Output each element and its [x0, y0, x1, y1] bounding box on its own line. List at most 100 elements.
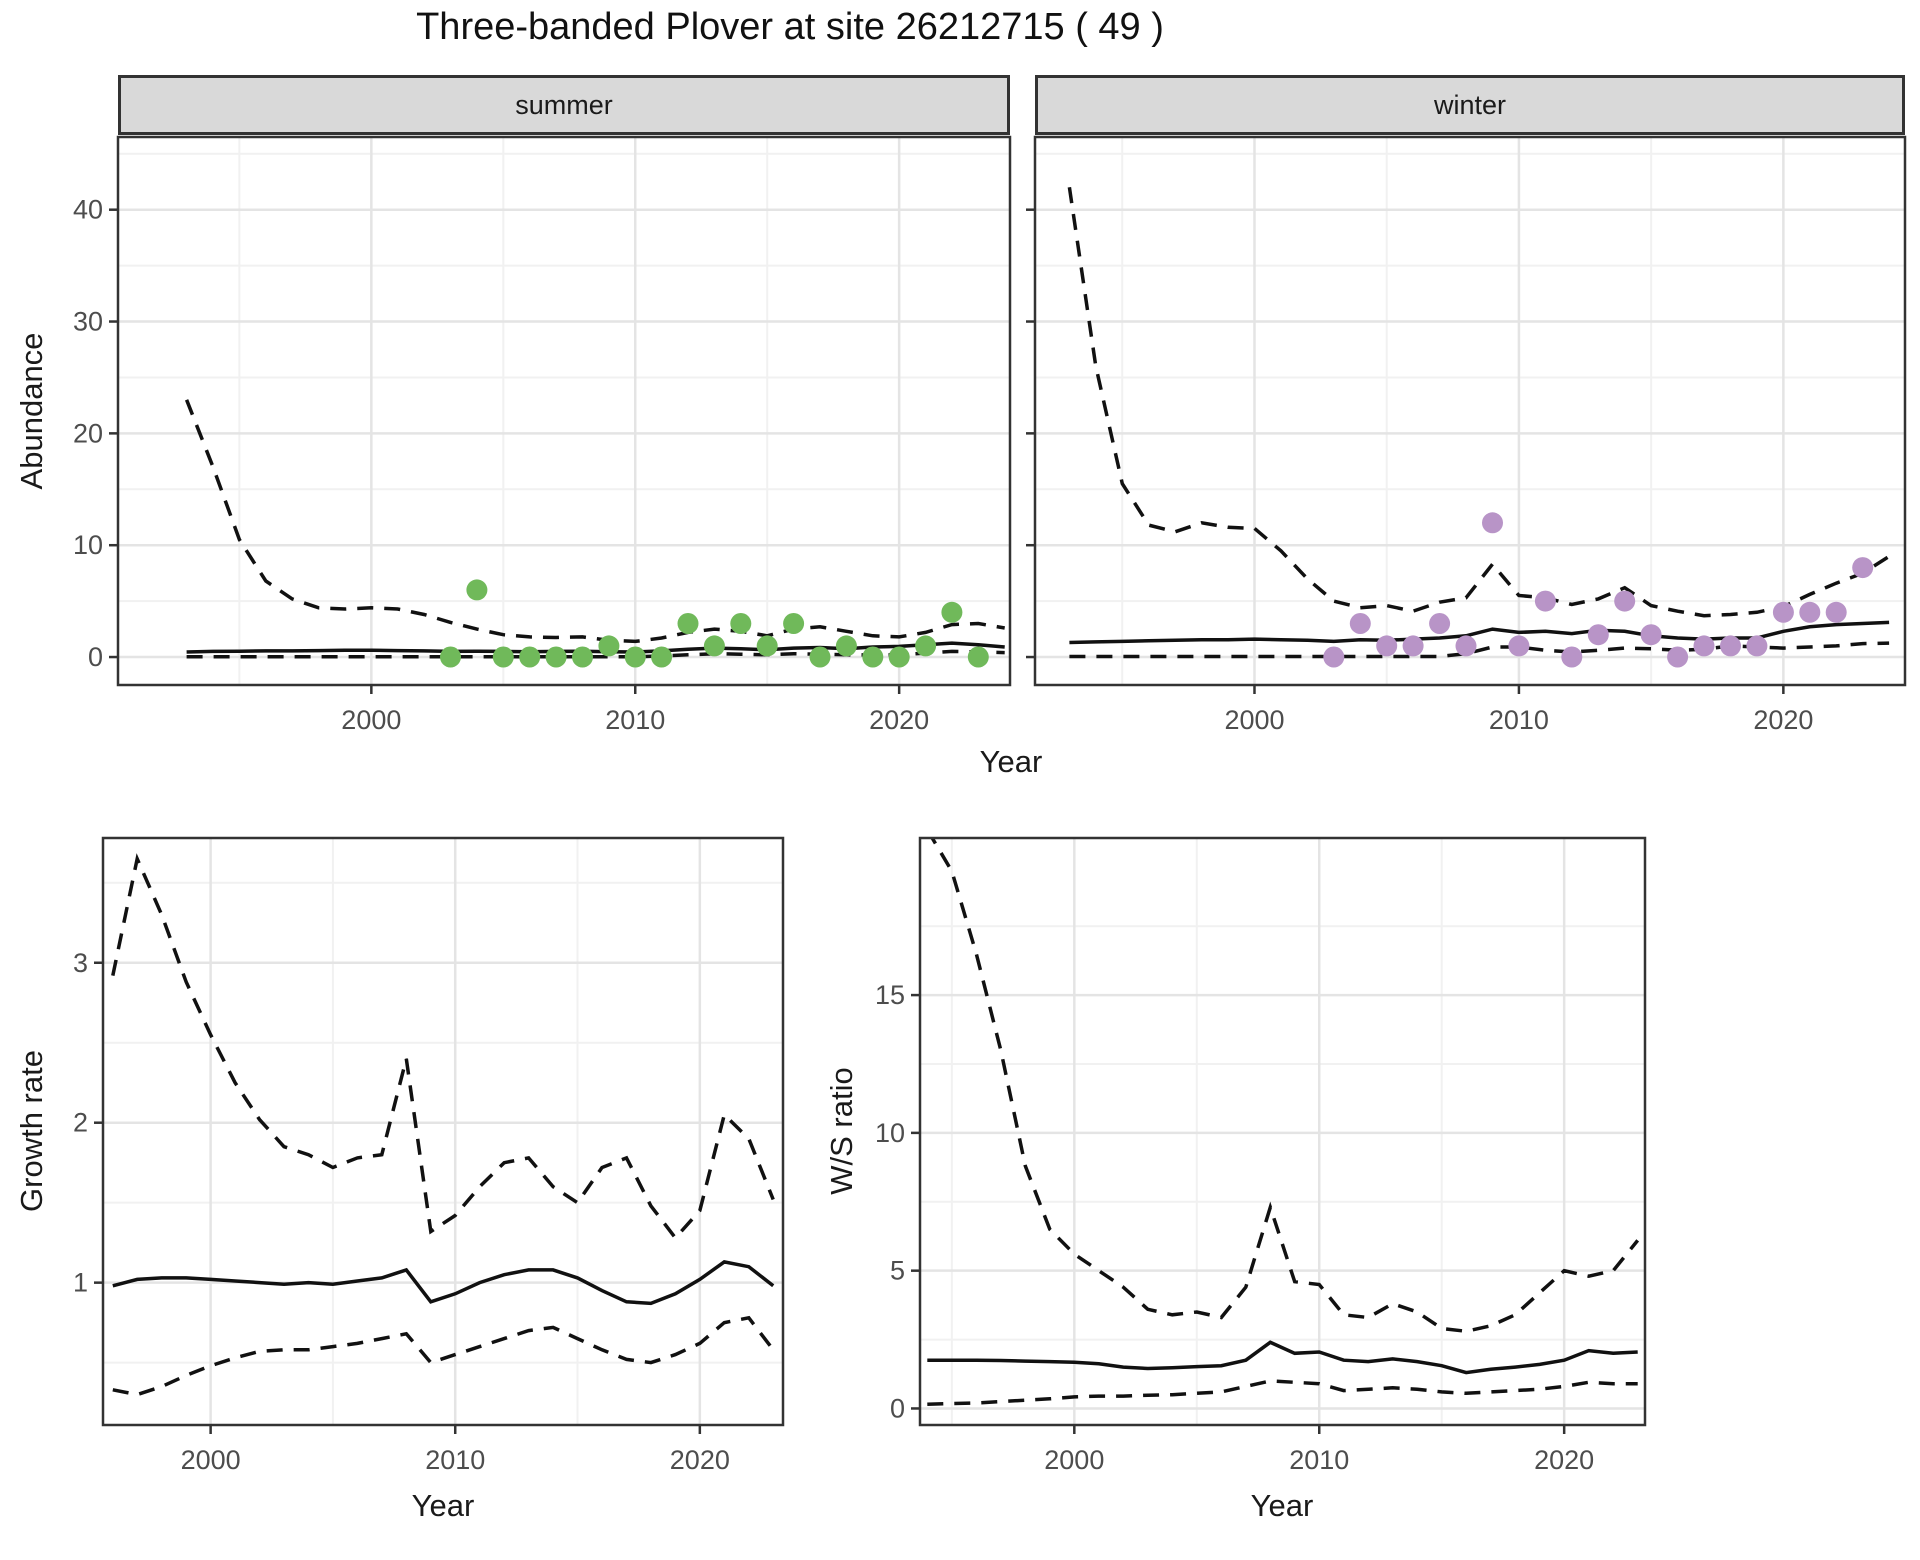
- y-tick-label: 2: [73, 1108, 88, 1138]
- y-tick-label: 3: [73, 948, 88, 978]
- x-axis-title-year-top: Year: [980, 744, 1043, 779]
- data-point: [598, 635, 620, 657]
- panel-background: [920, 838, 1645, 1425]
- y-tick-label: 0: [890, 1393, 905, 1423]
- data-point: [545, 646, 567, 668]
- x-tick-label: 2020: [869, 705, 929, 735]
- y-tick-label: 40: [73, 195, 103, 225]
- data-point: [888, 646, 910, 668]
- panel-border: [116, 135, 1012, 687]
- data-point: [1852, 557, 1874, 579]
- data-point: [1720, 635, 1741, 657]
- y-axis-title-abundance: Abundance: [14, 333, 49, 490]
- data-point: [1402, 635, 1424, 657]
- panel-border: [918, 836, 1647, 1427]
- data-point: [1534, 590, 1556, 612]
- x-tick-label: 2000: [1044, 1445, 1104, 1475]
- x-axis-title-year-growth: Year: [412, 1488, 475, 1523]
- x-tick-label: 2000: [1224, 705, 1284, 735]
- x-tick-label: 2000: [341, 705, 401, 735]
- y-tick-label: 0: [88, 642, 103, 672]
- data-point: [862, 646, 884, 668]
- data-point: [492, 646, 514, 668]
- data-point: [915, 635, 937, 657]
- data-point: [519, 646, 541, 668]
- data-point: [1640, 624, 1662, 646]
- data-point: [783, 613, 805, 634]
- data-point: [1799, 601, 1821, 623]
- data-point: [651, 646, 673, 668]
- facet-strip-winter: winter: [1035, 75, 1905, 135]
- data-point: [677, 613, 699, 634]
- series-group: [111, 853, 775, 1397]
- y-tick-label: 20: [73, 418, 103, 448]
- panel-growth-rate: 2000 2010 2020 1 2 3: [73, 836, 785, 1475]
- y-tick-label: 1: [73, 1268, 88, 1298]
- facet-strip-winter-label: winter: [1433, 89, 1507, 120]
- panel-ws-ratio: 2000 2010 2020 0 5 10 15: [875, 836, 1647, 1475]
- data-point: [1508, 635, 1530, 657]
- panel-abundance-summer: 2000 2010 2020 0 10 20 30 40: [73, 135, 1012, 735]
- data-point: [1746, 635, 1768, 657]
- x-axis-title-year-ws: Year: [1251, 1488, 1314, 1523]
- chart-title: Three-banded Plover at site 26212715 ( 4…: [416, 6, 1164, 48]
- y-axis-title-ws-ratio: W/S ratio: [824, 1067, 859, 1194]
- data-point: [1349, 613, 1371, 634]
- data-point: [1667, 646, 1689, 668]
- x-tick-label: 2020: [1753, 705, 1813, 735]
- x-tick-label: 2010: [605, 705, 665, 735]
- data-point: [624, 646, 646, 668]
- panel-border: [101, 836, 785, 1427]
- model-upper-ci-line: [1067, 187, 1891, 618]
- panel-abundance-winter: 2000 2010 2020: [1026, 135, 1907, 735]
- data-point: [1323, 646, 1345, 668]
- data-point: [703, 635, 725, 657]
- x-tick-label: 2010: [1489, 705, 1549, 735]
- data-point: [1482, 512, 1503, 534]
- data-point: [1693, 635, 1715, 657]
- y-tick-label: 15: [875, 980, 905, 1010]
- data-point: [1376, 635, 1398, 657]
- points-group: [1323, 512, 1874, 668]
- x-tick-label: 2010: [1289, 1445, 1349, 1475]
- facet-strip-summer: summer: [118, 75, 1010, 135]
- panel-background: [118, 137, 1010, 685]
- model-mean-line: [927, 1340, 1638, 1375]
- panel-background: [103, 838, 783, 1425]
- model-mean-line: [112, 1260, 775, 1306]
- data-point: [835, 635, 857, 657]
- x-tick-label: 2000: [181, 1445, 241, 1475]
- y-tick-label: 5: [890, 1256, 905, 1286]
- y-tick-label: 10: [73, 530, 103, 560]
- y-tick-label: 10: [875, 1118, 905, 1148]
- data-point: [967, 646, 989, 668]
- model-upper-ci-line: [184, 399, 1005, 644]
- data-point: [1772, 601, 1794, 623]
- series-group: [927, 838, 1640, 1407]
- facet-strip-summer-label: summer: [515, 89, 613, 120]
- data-point: [440, 646, 461, 668]
- data-point: [466, 579, 488, 601]
- data-point: [809, 646, 831, 668]
- model-mean-line: [186, 641, 1005, 654]
- model-lower-ci-line: [112, 1315, 775, 1397]
- model-upper-ci-line: [930, 838, 1640, 1334]
- data-point: [1587, 624, 1609, 646]
- panel-border: [1033, 135, 1907, 687]
- model-upper-ci-line: [111, 853, 775, 1241]
- x-tick-label: 2010: [425, 1445, 485, 1475]
- model-lower-ci-line: [927, 1379, 1638, 1407]
- y-tick-label: 30: [73, 307, 103, 337]
- data-point: [941, 601, 963, 623]
- data-point: [1614, 590, 1636, 612]
- data-point: [1825, 601, 1847, 623]
- data-point: [1455, 635, 1477, 657]
- data-point: [1561, 646, 1583, 668]
- panel-background: [1035, 137, 1905, 685]
- y-axis-title-growth-rate: Growth rate: [14, 1050, 49, 1212]
- data-point: [572, 646, 593, 668]
- points-group: [440, 579, 989, 668]
- x-tick-label: 2020: [1534, 1445, 1594, 1475]
